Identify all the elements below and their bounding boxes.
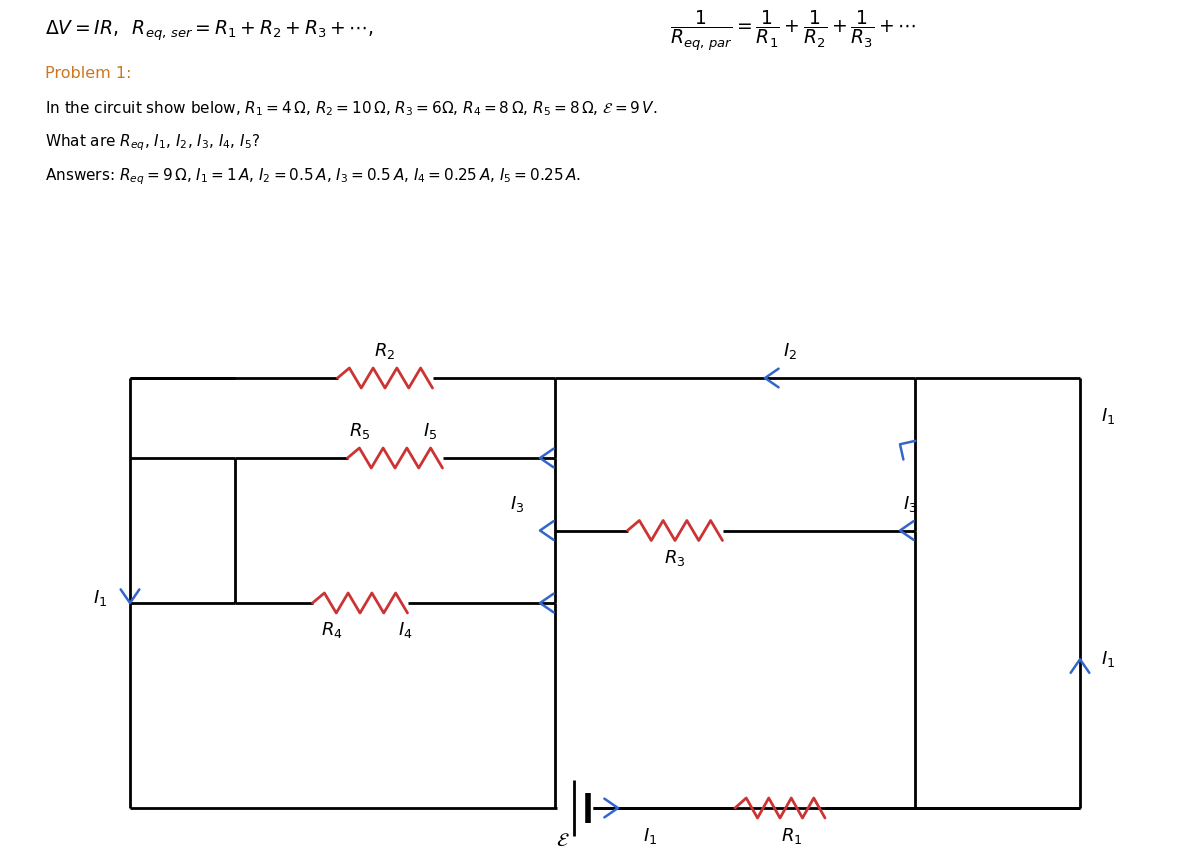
- Text: $I_2$: $I_2$: [782, 341, 797, 361]
- Text: $R_3$: $R_3$: [665, 547, 685, 568]
- Text: $I_1$: $I_1$: [1100, 406, 1115, 426]
- Text: Problem 1:: Problem 1:: [46, 66, 132, 80]
- Text: What are $R_{eq}$, $I_1$, $I_2$, $I_3$, $I_4$, $I_5$?: What are $R_{eq}$, $I_1$, $I_2$, $I_3$, …: [46, 133, 260, 154]
- Text: $I_1$: $I_1$: [92, 588, 107, 608]
- Text: $\mathcal{E}$: $\mathcal{E}$: [556, 832, 570, 850]
- Text: $R_2$: $R_2$: [374, 341, 396, 361]
- Text: $I_4$: $I_4$: [397, 620, 413, 640]
- Text: $I_1$: $I_1$: [643, 826, 658, 846]
- Text: $R_5$: $R_5$: [349, 421, 371, 441]
- Text: $I_5$: $I_5$: [422, 421, 437, 441]
- Text: In the circuit show below, $R_1 = 4\,\Omega$, $R_2 = 10\,\Omega$, $R_3 = 6\Omega: In the circuit show below, $R_1 = 4\,\Om…: [46, 99, 658, 118]
- Text: Answers: $R_{eq} = 9\,\Omega$, $I_1 = 1\,A$, $I_2 = 0.5\,A$, $I_3 = 0.5\,A$, $I_: Answers: $R_{eq} = 9\,\Omega$, $I_1 = 1\…: [46, 167, 581, 187]
- Text: $R_4$: $R_4$: [322, 620, 343, 640]
- Text: $I_1$: $I_1$: [1100, 649, 1115, 669]
- Text: $\dfrac{1}{R_{eq,\,par}} = \dfrac{1}{R_1} + \dfrac{1}{R_2} + \dfrac{1}{R_3} + \c: $\dfrac{1}{R_{eq,\,par}} = \dfrac{1}{R_1…: [670, 9, 917, 54]
- Text: $I_3$: $I_3$: [510, 494, 524, 513]
- Text: $R_1$: $R_1$: [781, 826, 803, 846]
- Text: $I_3$: $I_3$: [902, 494, 917, 513]
- Text: $\Delta V = IR,\;\; R_{eq,\,ser} = R_1 + R_2 + R_3 + \cdots,$: $\Delta V = IR,\;\; R_{eq,\,ser} = R_1 +…: [46, 19, 374, 43]
